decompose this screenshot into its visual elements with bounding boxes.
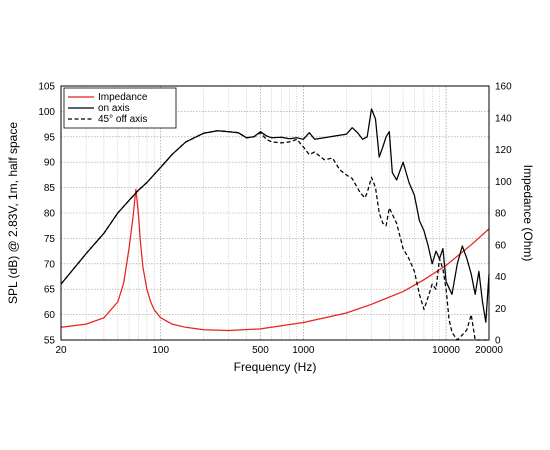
x-tick-label: 20 — [55, 345, 67, 356]
plot-frame — [60, 85, 490, 341]
y-left-tick-label: 65 — [44, 285, 56, 296]
x-tick-labels: 20 100 500 1000 10000 20000 — [55, 345, 503, 356]
y-right-tick-label: 0 — [495, 336, 501, 347]
y-right-tick-labels: 0 20 40 60 80 100 120 140 160 — [495, 82, 512, 347]
y-right-tick-label: 120 — [495, 145, 512, 156]
y-left-tick-label: 55 — [44, 336, 56, 347]
y-left-tick-label: 75 — [44, 234, 56, 245]
y-left-tick-label: 90 — [44, 158, 56, 169]
y-left-tick-label: 105 — [38, 82, 55, 93]
x-axis-title: Frequency (Hz) — [234, 360, 317, 374]
y-left-tick-label: 80 — [44, 209, 56, 220]
y-right-axis-title: Impedance (Ohm) — [521, 165, 535, 262]
y-left-tick-label: 100 — [38, 107, 55, 118]
y-left-tick-label: 70 — [44, 259, 56, 270]
y-left-tick-label: 60 — [44, 310, 56, 321]
x-tick-label: 20000 — [475, 345, 503, 356]
y-right-tick-label: 100 — [495, 177, 512, 188]
y-right-tick-label: 80 — [495, 209, 507, 220]
y-right-tick-label: 40 — [495, 272, 507, 283]
x-tick-label: 500 — [252, 345, 269, 356]
y-right-tick-label: 60 — [495, 240, 507, 251]
legend: Impedance on axis 45° off axis — [63, 87, 177, 129]
x-tick-label: 10000 — [432, 345, 460, 356]
legend-label-on-axis: on axis — [98, 103, 130, 114]
series-line-on-axis — [60, 108, 490, 323]
grid — [61, 86, 489, 340]
series-layer — [60, 108, 490, 341]
legend-label-impedance: Impedance — [98, 92, 148, 103]
y-left-tick-labels: 55 60 65 70 75 80 85 90 95 100 105 — [38, 82, 55, 347]
y-right-tick-label: 160 — [495, 82, 512, 93]
y-left-tick-label: 85 — [44, 183, 56, 194]
legend-label-45-off-axis: 45° off axis — [98, 114, 147, 125]
y-left-tick-label: 95 — [44, 132, 56, 143]
x-tick-label: 100 — [152, 345, 169, 356]
series-line-impedance — [60, 188, 490, 332]
y-right-tick-label: 140 — [495, 113, 512, 124]
y-left-axis-title: SPL (dB) @ 2.83V, 1m, half space — [6, 122, 20, 304]
y-right-tick-label: 20 — [495, 304, 507, 315]
x-tick-label: 1000 — [292, 345, 315, 356]
